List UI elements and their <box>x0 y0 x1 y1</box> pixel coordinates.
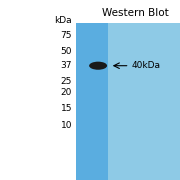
Text: 15: 15 <box>60 104 72 113</box>
FancyBboxPatch shape <box>76 23 180 180</box>
Text: Western Blot: Western Blot <box>102 8 168 18</box>
FancyBboxPatch shape <box>76 23 108 180</box>
Text: 50: 50 <box>60 47 72 56</box>
Ellipse shape <box>89 62 107 70</box>
Text: 25: 25 <box>61 77 72 86</box>
Text: 40kDa: 40kDa <box>131 61 160 70</box>
Text: kDa: kDa <box>54 16 72 25</box>
Text: 20: 20 <box>61 88 72 97</box>
Text: 37: 37 <box>60 61 72 70</box>
Text: 75: 75 <box>60 31 72 40</box>
Text: 10: 10 <box>60 121 72 130</box>
